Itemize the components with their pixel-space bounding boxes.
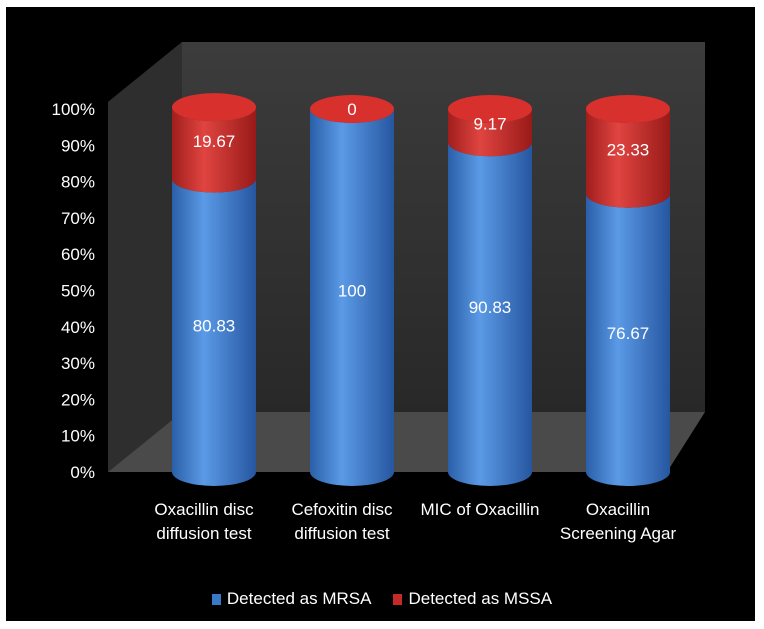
y-tick-label: 10% [61, 427, 95, 446]
data-label-mssa: 0 [347, 100, 356, 119]
y-tick-label: 40% [61, 318, 95, 337]
data-label-mrsa: 100 [338, 282, 366, 301]
legend: Detected as MRSA Detected as MSSA [0, 589, 764, 609]
bar-mssa [448, 109, 532, 157]
bar-mrsa [310, 109, 394, 486]
bar-group: 100 0 [310, 95, 394, 486]
bar-mssa [586, 109, 670, 208]
data-label-mrsa: 80.83 [193, 316, 236, 335]
y-axis: 0% 10% 20% 30% 40% 50% 60% 70% 80% 90% 100% [52, 100, 95, 482]
bar-group: 90.83 9.17 [448, 95, 532, 486]
back-wall [108, 42, 705, 472]
chart-walls [108, 42, 705, 472]
bar-top-cap [310, 95, 394, 123]
legend-item-mrsa: Detected as MRSA [211, 589, 372, 609]
y-tick-label: 70% [61, 209, 95, 228]
side-wall [108, 42, 182, 472]
floor [108, 412, 705, 472]
bar-mrsa [448, 142, 532, 486]
legend-label-mssa: Detected as MSSA [408, 589, 553, 608]
y-tick-label: 0% [70, 463, 95, 482]
data-label-mrsa: 90.83 [469, 298, 512, 317]
y-tick-label: 100% [52, 100, 95, 119]
bars: 80.83 19.67 100 0 90.83 9.17 76.67 23.33 [172, 93, 670, 486]
data-label-mrsa: 76.67 [607, 324, 650, 343]
y-tick-label: 90% [61, 136, 95, 155]
legend-swatch-mssa [393, 593, 403, 605]
x-tick-label: Oxacillin disc diffusion test [154, 500, 254, 543]
bar-top-cap [172, 93, 256, 122]
data-label-mssa: 9.17 [473, 115, 506, 134]
bar-group: 76.67 23.33 [586, 95, 670, 486]
y-tick-label: 20% [61, 390, 95, 409]
bar-mrsa [172, 178, 256, 486]
bar-group: 80.83 19.67 [172, 93, 256, 486]
x-tick-label: Cefoxitin disc diffusion test [291, 500, 393, 543]
data-label-mssa: 19.67 [193, 132, 236, 151]
bar-top-cap [448, 95, 532, 123]
legend-swatch-mrsa [211, 593, 221, 605]
y-tick-label: 50% [61, 282, 95, 301]
legend-label-mrsa: Detected as MRSA [226, 589, 372, 608]
x-tick-label: MIC of Oxacillin [420, 500, 540, 519]
bar-top-cap [586, 95, 670, 123]
y-tick-label: 60% [61, 245, 95, 264]
x-tick-label: Oxacillin Screening Agar [559, 500, 677, 543]
data-label-mssa: 23.33 [607, 140, 650, 159]
y-tick-label: 30% [61, 354, 95, 373]
bar-mrsa [586, 193, 670, 486]
legend-item-mssa: Detected as MSSA [393, 589, 552, 609]
y-tick-label: 80% [61, 173, 95, 192]
bar-mssa [172, 107, 256, 193]
